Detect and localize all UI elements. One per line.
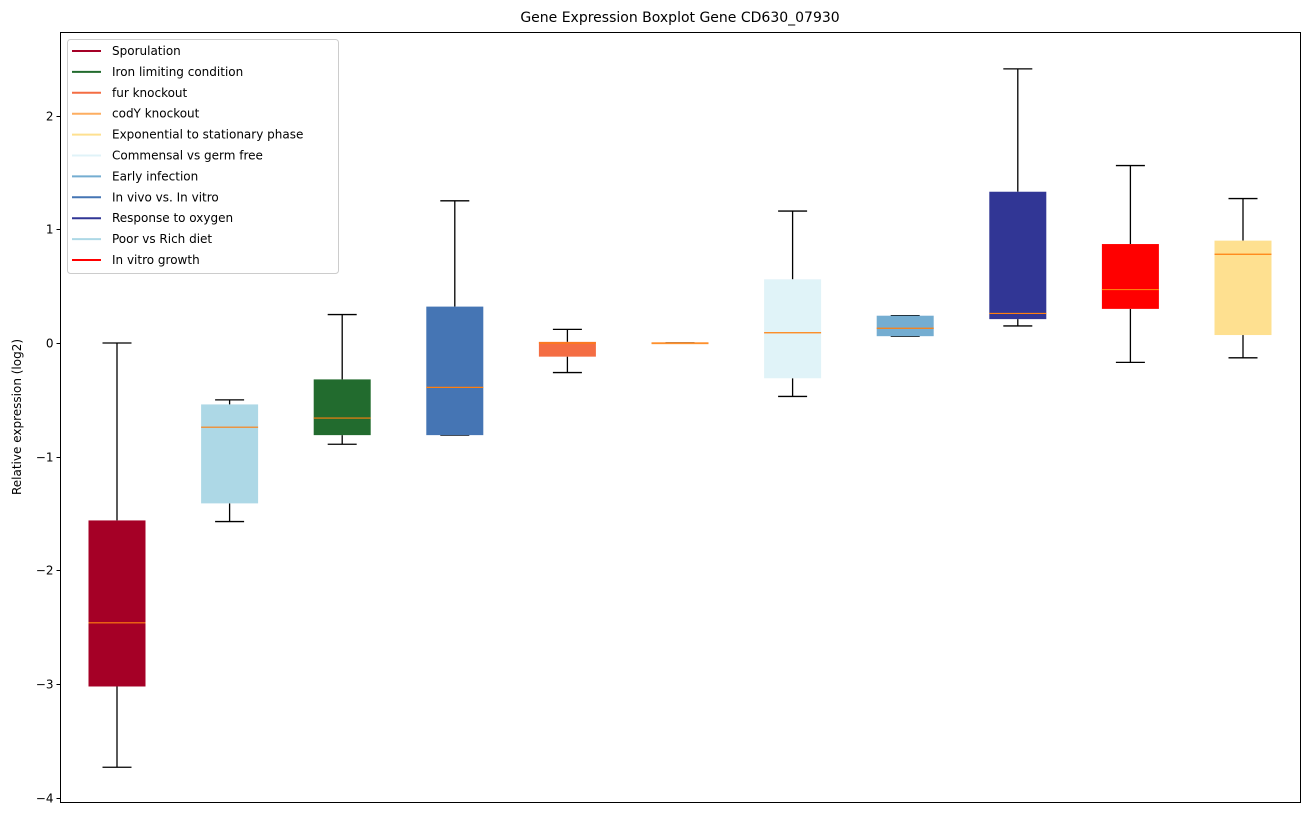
legend-label: Early infection (112, 169, 198, 183)
legend-item: Response to oxygen (72, 211, 233, 225)
legend-item: fur knockout (72, 86, 188, 100)
box-7 (764, 210, 822, 398)
legend-label: fur knockout (112, 86, 188, 100)
y-tick-label: 0 (46, 337, 54, 351)
box-body (1214, 240, 1272, 336)
legend-item: Commensal vs germ free (72, 149, 263, 163)
legend-label: Commensal vs germ free (112, 149, 263, 163)
legend-label: Iron limiting condition (112, 65, 243, 79)
box-10 (1101, 164, 1159, 363)
box-4 (426, 200, 484, 436)
legend-label: codY knockout (112, 107, 200, 121)
legend-item: codY knockout (72, 107, 200, 121)
legend-item: In vitro growth (72, 253, 200, 267)
legend-label: In vivo vs. In vitro (112, 190, 219, 204)
boxes-group (88, 68, 1272, 768)
y-tick-label: −4 (36, 792, 54, 806)
legend-item: In vivo vs. In vitro (72, 190, 219, 204)
box-body (538, 341, 596, 357)
y-tick-label: −2 (36, 564, 54, 578)
box-8 (876, 315, 934, 337)
box-body (1101, 244, 1159, 309)
legend-item: Exponential to stationary phase (72, 128, 303, 142)
y-tick-label: 1 (46, 223, 54, 237)
box-6 (651, 342, 709, 345)
legend-frame (67, 39, 339, 274)
box-body (313, 379, 371, 436)
legend-item: Poor vs Rich diet (72, 232, 212, 246)
legend-item: Sporulation (72, 44, 181, 58)
chart-title: Gene Expression Boxplot Gene CD630_07930 (520, 10, 839, 26)
y-tick-label: 2 (46, 110, 54, 124)
legend-label: In vitro growth (112, 253, 200, 267)
box-body (88, 520, 146, 687)
box-3 (313, 313, 371, 445)
axes-frame (60, 32, 1301, 803)
legend-label: Sporulation (112, 44, 181, 58)
legend-label: Poor vs Rich diet (112, 232, 212, 246)
legend-label: Response to oxygen (112, 211, 233, 225)
box-body (426, 306, 484, 436)
box-body (989, 191, 1047, 320)
box-9 (989, 68, 1047, 327)
box-1 (88, 342, 146, 768)
box-5 (538, 328, 596, 374)
box-body (876, 315, 934, 337)
box-body (764, 279, 822, 379)
box-11 (1214, 197, 1272, 359)
box-2 (201, 399, 259, 523)
legend-item: Early infection (72, 169, 198, 183)
y-ticks: 2 1 0 −1 −2 −3 −4 (36, 110, 61, 806)
y-tick-label: −3 (36, 678, 54, 692)
legend: Sporulation Iron limiting condition fur kn… (67, 39, 339, 274)
legend-item: Iron limiting condition (72, 65, 243, 79)
y-axis-label: Relative expression (log2) (10, 339, 24, 495)
y-tick-label: −1 (36, 451, 54, 465)
box-body (201, 404, 259, 504)
legend-label: Exponential to stationary phase (112, 128, 303, 142)
